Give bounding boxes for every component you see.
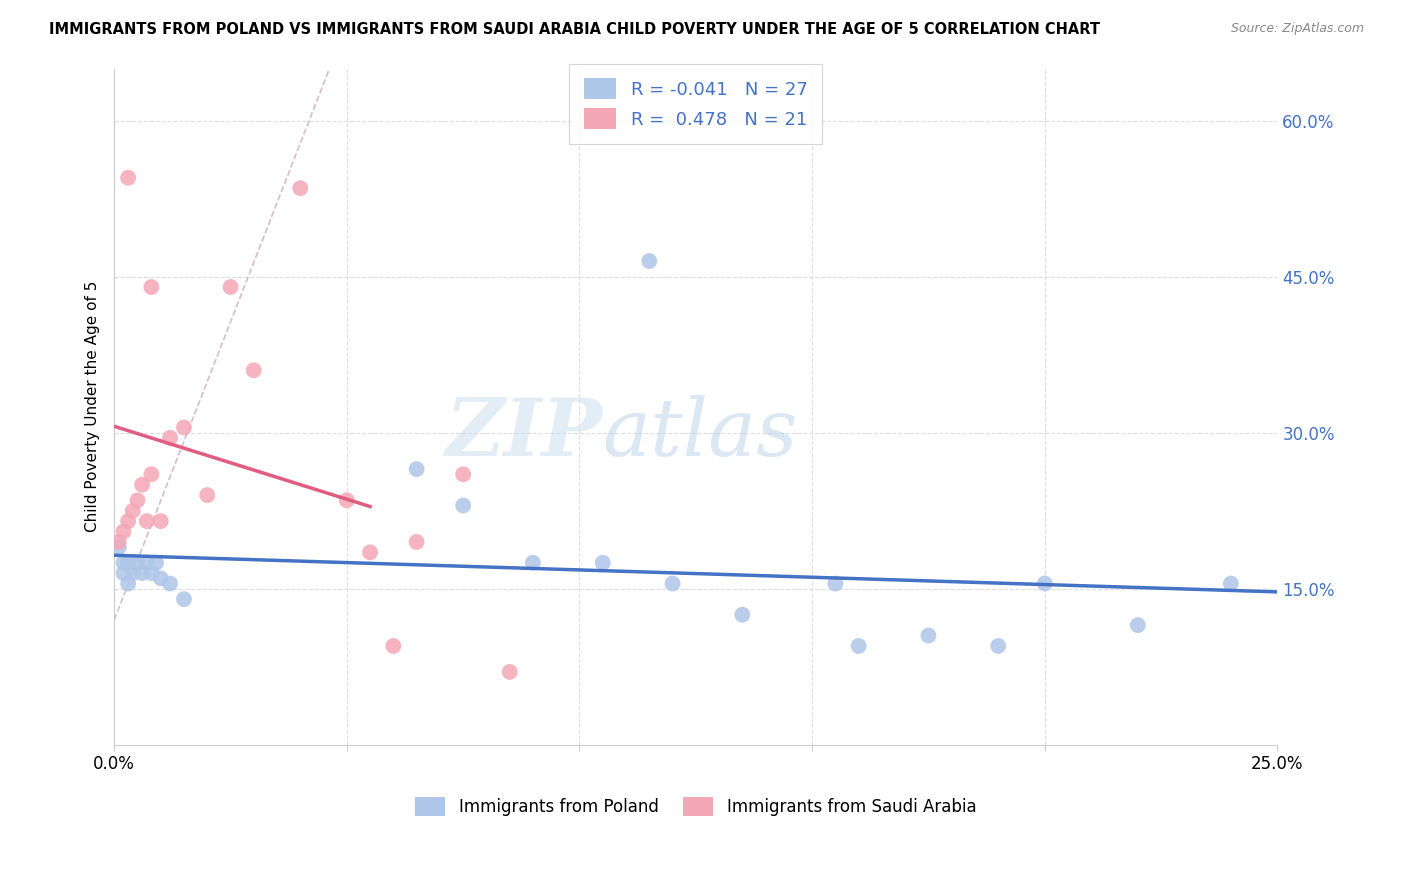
Point <box>195 488 218 502</box>
Point <box>117 576 139 591</box>
Point <box>592 556 614 570</box>
Point <box>405 535 427 549</box>
Text: IMMIGRANTS FROM POLAND VS IMMIGRANTS FROM SAUDI ARABIA CHILD POVERTY UNDER THE A: IMMIGRANTS FROM POLAND VS IMMIGRANTS FRO… <box>49 22 1101 37</box>
Text: Source: ZipAtlas.com: Source: ZipAtlas.com <box>1230 22 1364 36</box>
Point <box>141 566 163 581</box>
Point <box>141 467 163 482</box>
Point <box>1126 618 1149 632</box>
Point <box>917 628 939 642</box>
Point <box>359 545 381 559</box>
Point <box>159 431 181 445</box>
Point <box>731 607 754 622</box>
Point <box>1219 576 1241 591</box>
Point <box>112 524 135 539</box>
Point <box>131 477 153 491</box>
Point <box>127 493 149 508</box>
Point <box>382 639 405 653</box>
Point <box>141 280 163 294</box>
Point <box>522 556 544 570</box>
Point <box>219 280 242 294</box>
Point <box>149 571 172 585</box>
Point <box>661 576 683 591</box>
Point <box>336 493 359 508</box>
Point <box>987 639 1010 653</box>
Point <box>131 566 153 581</box>
Legend: Immigrants from Poland, Immigrants from Saudi Arabia: Immigrants from Poland, Immigrants from … <box>409 790 983 823</box>
Point <box>135 514 157 528</box>
Point <box>117 514 139 528</box>
Point <box>112 556 135 570</box>
Point <box>405 462 427 476</box>
Point <box>112 566 135 581</box>
Point <box>242 363 264 377</box>
Point <box>290 181 312 195</box>
Point <box>108 540 131 554</box>
Point <box>638 254 661 268</box>
Point <box>108 535 131 549</box>
Point <box>149 514 172 528</box>
Point <box>173 592 195 607</box>
Point <box>145 556 167 570</box>
Point <box>1033 576 1056 591</box>
Text: ZIP: ZIP <box>446 395 603 473</box>
Point <box>451 467 474 482</box>
Point <box>173 420 195 434</box>
Point <box>117 556 139 570</box>
Point <box>127 556 149 570</box>
Point <box>848 639 870 653</box>
Point <box>135 556 157 570</box>
Point <box>121 504 143 518</box>
Point <box>121 566 143 581</box>
Y-axis label: Child Poverty Under the Age of 5: Child Poverty Under the Age of 5 <box>86 281 100 533</box>
Text: atlas: atlas <box>603 395 799 473</box>
Point <box>499 665 522 679</box>
Point <box>451 499 474 513</box>
Point <box>159 576 181 591</box>
Point <box>824 576 846 591</box>
Point <box>117 170 139 185</box>
